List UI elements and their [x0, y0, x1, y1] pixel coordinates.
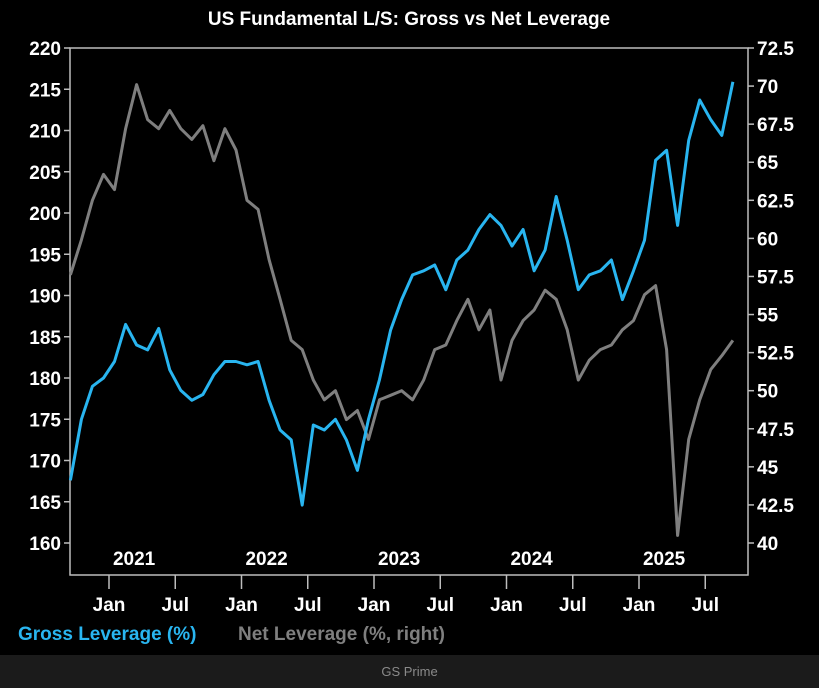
- right-tick-label: 65: [757, 153, 779, 174]
- left-tick-label: 195: [29, 245, 61, 266]
- x-month-label: Jul: [162, 595, 189, 616]
- x-month-label: Jul: [427, 595, 454, 616]
- x-month-label: Jan: [490, 595, 523, 616]
- plot-frame: [69, 47, 749, 576]
- left-tick-label: 190: [29, 287, 61, 308]
- x-month-label: Jul: [294, 595, 321, 616]
- chart-title: US Fundamental L/S: Gross vs Net Leverag…: [208, 9, 610, 30]
- left-tick-label: 165: [29, 493, 61, 514]
- left-tick-label: 170: [29, 452, 61, 473]
- right-tick-label: 52.5: [757, 344, 794, 365]
- x-month-label: Jan: [358, 595, 391, 616]
- series-lines: [68, 81, 735, 537]
- left-tick-label: 210: [29, 122, 61, 143]
- left-tick-label: 185: [29, 328, 61, 349]
- right-tick-label: 40: [757, 534, 778, 555]
- right-tick-label: 42.5: [757, 496, 794, 517]
- x-year-label: 2024: [510, 549, 553, 570]
- left-tick-label: 160: [29, 534, 61, 555]
- gross-leverage-line: [68, 81, 735, 507]
- left-tick-label: 175: [29, 410, 61, 431]
- x-year-label: 2022: [245, 549, 287, 570]
- net-leverage-line: [68, 83, 735, 537]
- chart: US Fundamental L/S: Gross vs Net Leverag…: [18, 9, 794, 645]
- left-tick-label: 215: [29, 80, 61, 101]
- right-tick-label: 50: [757, 382, 778, 403]
- x-year-label: 2025: [643, 549, 686, 570]
- x-month-label: Jan: [623, 595, 656, 616]
- left-tick-label: 205: [29, 163, 61, 184]
- x-month-label: Jul: [692, 595, 719, 616]
- axes: 160 165 170 175 180 185 190 195 200 205 210 215 220 4…: [29, 39, 794, 616]
- right-tick-label: 45: [757, 458, 779, 479]
- x-year-label: 2021: [113, 549, 156, 570]
- left-tick-label: 180: [29, 369, 61, 390]
- footer-source: GS Prime: [0, 655, 819, 688]
- left-tick-label: 220: [29, 39, 61, 60]
- right-tick-label: 55: [757, 306, 779, 327]
- right-tick-label: 60: [757, 229, 778, 250]
- right-tick-label: 70: [757, 77, 778, 98]
- x-month-label: Jan: [225, 595, 258, 616]
- x-month-label: Jan: [93, 595, 126, 616]
- right-tick-label: 62.5: [757, 191, 794, 212]
- x-month-label: Jul: [559, 595, 586, 616]
- right-tick-label: 67.5: [757, 115, 794, 136]
- right-tick-label: 72.5: [757, 39, 794, 60]
- legend-net: Net Leverage (%, right): [238, 624, 445, 645]
- legend-gross: Gross Leverage (%): [18, 624, 196, 645]
- right-tick-label: 47.5: [757, 420, 794, 441]
- right-tick-label: 57.5: [757, 267, 794, 288]
- x-year-label: 2023: [378, 549, 420, 570]
- left-tick-label: 200: [29, 204, 61, 225]
